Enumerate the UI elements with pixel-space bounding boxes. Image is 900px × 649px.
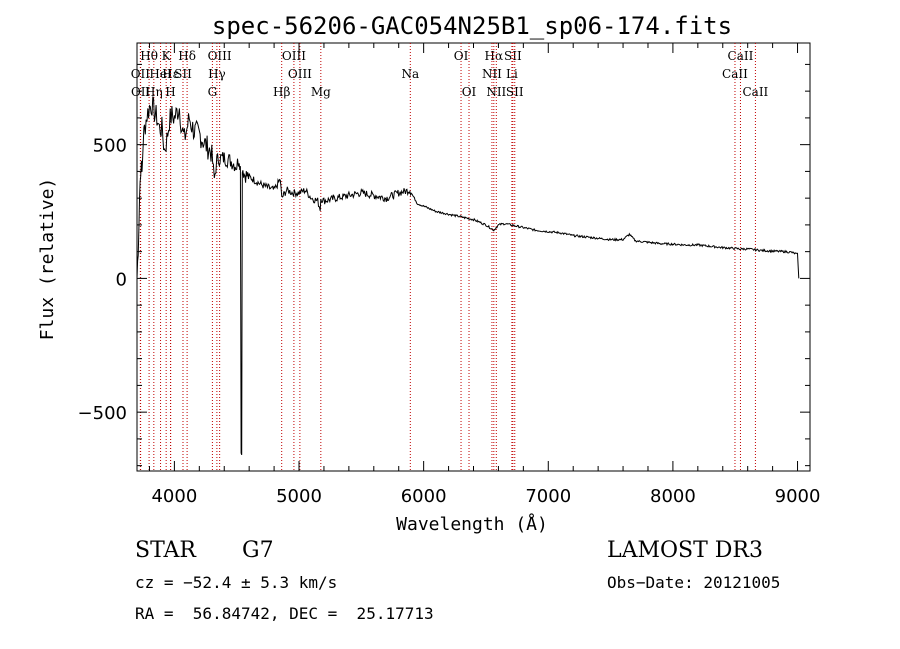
line-label-12: HeI	[149, 67, 172, 81]
plot-area: HθOIIOIIKHεHηHδSIIHOIIIHγGHeIHβOIIIOIIIM…	[78, 42, 821, 507]
line-label-23: SII	[504, 49, 522, 63]
line-label-16: Mg	[311, 85, 331, 99]
line-label-18: OI	[454, 49, 469, 63]
line-label-13: Hβ	[273, 85, 290, 99]
line-label-7: SII	[174, 67, 192, 81]
y-tick-label-2: 500	[93, 136, 127, 157]
line-label-15: OIII	[288, 67, 312, 81]
line-label-20: Hα	[485, 49, 504, 63]
line-label-22: NII	[486, 85, 506, 99]
line-label-0: Hθ	[140, 49, 158, 63]
line-label-26: CaII	[728, 49, 754, 63]
y-tick-label-0: −500	[78, 403, 127, 424]
spectral-subclass: G7	[242, 538, 274, 563]
line-label-2: OII	[131, 85, 151, 99]
redshift-velocity: cz = −52.4 ± 5.3 km/s	[135, 573, 338, 592]
spectrum-line	[136, 96, 800, 456]
line-label-3: K	[162, 49, 172, 63]
x-axis-label: Wavelength (Å)	[396, 513, 548, 535]
y-axis-label: Flux (relative)	[37, 178, 58, 341]
x-tick-label-1: 5000	[276, 486, 322, 507]
line-label-21: NII	[482, 67, 502, 81]
line-label-6: Hδ	[178, 49, 196, 63]
observation-date: Obs−Date: 20121005	[607, 573, 781, 592]
object-class: STAR	[135, 538, 196, 563]
line-label-25: SII	[506, 85, 524, 99]
line-label-19: OI	[462, 85, 477, 99]
line-label-9: OIII	[208, 49, 232, 63]
line-label-24: Li	[506, 67, 518, 81]
x-tick-label-5: 9000	[775, 486, 821, 507]
axes-frame	[136, 42, 811, 472]
x-tick-label-0: 4000	[151, 486, 197, 507]
chart-title: spec-56206-GAC054N25B1_sp06-174.fits	[212, 12, 732, 40]
x-tick-label-2: 6000	[401, 486, 447, 507]
line-label-5: Hη	[145, 85, 163, 99]
coordinates: RA = 56.84742, DEC = 25.17713	[135, 604, 434, 623]
line-label-10: Hγ	[208, 67, 226, 81]
line-label-27: CaII	[722, 67, 748, 81]
line-label-28: CaII	[742, 85, 768, 99]
line-label-8: H	[165, 85, 175, 99]
x-tick-label-3: 7000	[525, 486, 571, 507]
survey-name: LAMOST DR3	[607, 538, 763, 563]
line-label-11: G	[208, 85, 218, 99]
line-label-14: OIII	[282, 49, 306, 63]
x-tick-label-4: 8000	[650, 486, 696, 507]
line-label-17: Na	[401, 67, 419, 81]
y-tick-label-1: 0	[116, 269, 127, 290]
